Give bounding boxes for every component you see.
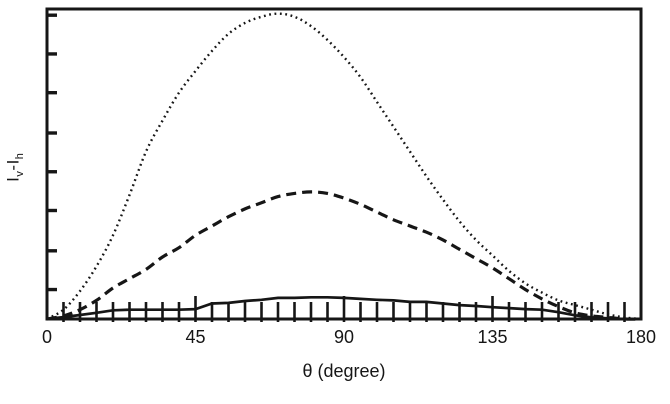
plot-border — [45, 7, 643, 321]
curve-dashed-curve — [46, 190, 642, 321]
x-tick-label: 180 — [625, 327, 657, 347]
y-axis-label-box: Iv-Ih — [0, 127, 32, 207]
curve-dotted-curve — [46, 12, 642, 321]
x-tick-label: 0 — [41, 327, 52, 347]
curve-solid-curve — [46, 295, 641, 321]
x-tick-label: 45 — [185, 327, 206, 347]
x-tick-label: 135 — [477, 327, 508, 347]
x-axis-label: θ (degree) — [302, 361, 386, 381]
x-tick-label: 90 — [333, 327, 355, 347]
y-axis-label: Iv-Ih — [3, 152, 27, 182]
